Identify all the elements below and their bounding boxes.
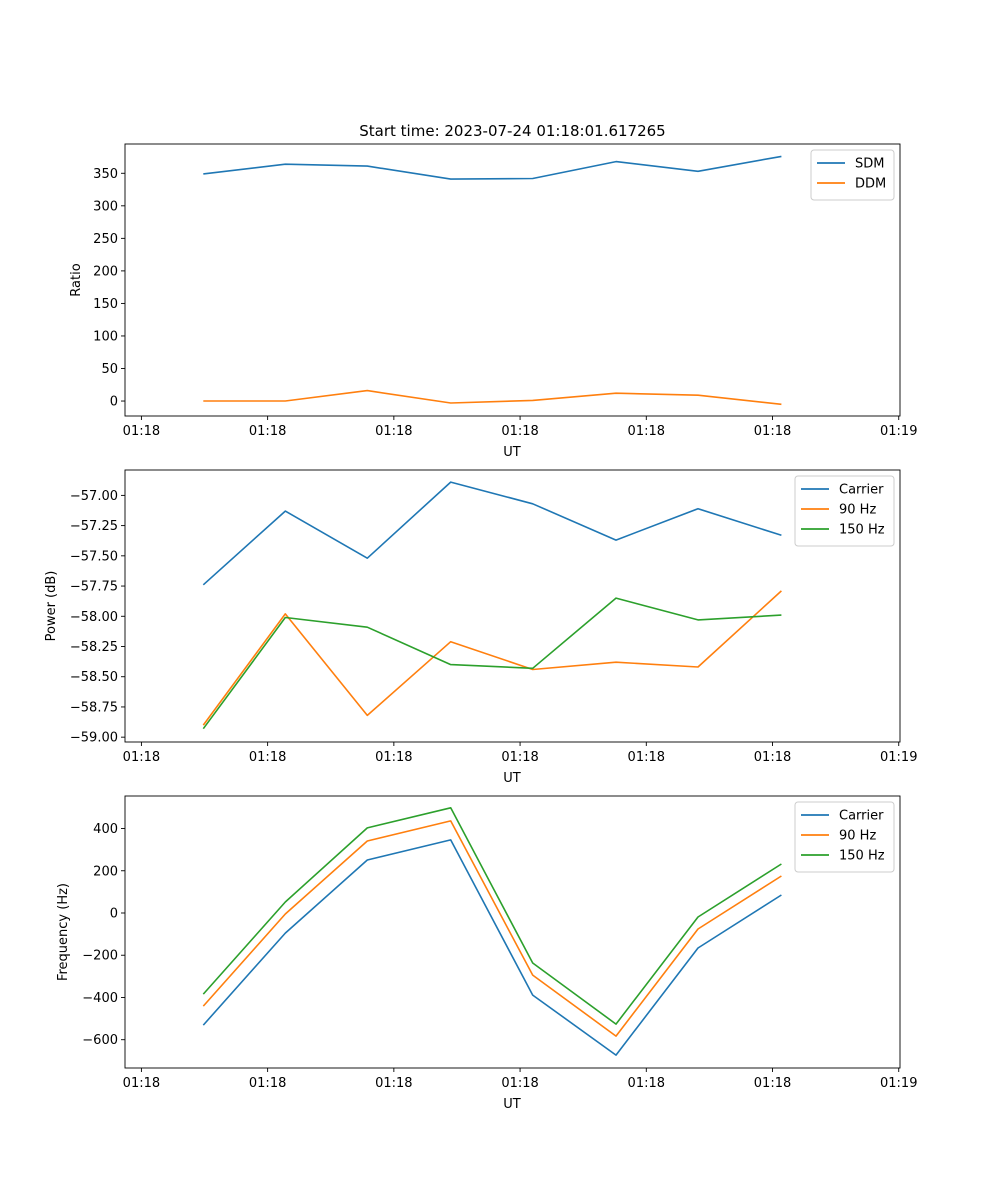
- chart-title: Start time: 2023-07-24 01:18:01.617265: [359, 122, 665, 140]
- y-axis-label: Ratio: [69, 263, 84, 296]
- x-tick-label: 01:18: [375, 750, 412, 765]
- x-tick-label: 01:18: [249, 1076, 286, 1091]
- y-tick-label: −58.00: [70, 610, 118, 625]
- x-tick-label: 01:18: [249, 750, 286, 765]
- x-tick-label: 01:18: [123, 750, 160, 765]
- x-tick-label: 01:19: [880, 750, 917, 765]
- x-axis-label: UT: [503, 771, 521, 786]
- y-tick-label: 150: [93, 297, 118, 312]
- legend-label: 150 Hz: [839, 523, 885, 538]
- subplot-2: 01:18 01:18 01:18 01:18 01:18 01:18 01:19 −59.0…: [44, 469, 917, 786]
- series-line-150-hz: [202, 806, 782, 1025]
- x-tick-label: 01:18: [501, 1076, 538, 1091]
- y-tick-label: 400: [93, 822, 118, 837]
- x-axis-label: UT: [503, 445, 521, 460]
- y-tick-label: 0: [110, 906, 118, 921]
- legend-label: 90 Hz: [839, 829, 876, 844]
- x-tick-label: 01:18: [754, 424, 791, 439]
- y-tick-label: 300: [93, 199, 118, 214]
- y-tick-label: −58.25: [70, 640, 118, 655]
- series-line-ddm: [203, 389, 782, 406]
- legend-label: SDM: [855, 157, 884, 172]
- legend: SDM DDM: [810, 149, 895, 201]
- legend-label: 90 Hz: [839, 503, 876, 518]
- y-tick-label: 0: [110, 395, 118, 410]
- y-axis-label: Power (dB): [44, 571, 59, 642]
- y-tick-label: 250: [93, 232, 118, 247]
- series-line-90-hz: [202, 820, 782, 1037]
- x-tick-label: 01:18: [754, 750, 791, 765]
- y-tick-label: 100: [93, 329, 118, 344]
- series-line-carrier: [202, 481, 782, 586]
- plot-frame: [124, 795, 901, 1069]
- y-tick-label: 350: [93, 167, 118, 182]
- plot-frame: [124, 143, 901, 417]
- x-tick-label: 01:18: [628, 750, 665, 765]
- y-tick-label: −57.00: [70, 489, 118, 504]
- x-tick-label: 01:18: [501, 750, 538, 765]
- plot-frame: [124, 469, 901, 743]
- x-tick-label: 01:18: [375, 1076, 412, 1091]
- series-line-carrier: [202, 839, 782, 1056]
- y-tick-label: −59.00: [70, 731, 118, 746]
- x-tick-label: 01:18: [375, 424, 412, 439]
- x-tick-label: 01:18: [249, 424, 286, 439]
- legend: Carrier 90 Hz 150 Hz: [794, 475, 895, 547]
- x-axis-label: UT: [503, 1097, 521, 1112]
- y-tick-label: −600: [82, 1033, 118, 1048]
- x-tick-label: 01:19: [880, 424, 917, 439]
- legend-label: 150 Hz: [839, 849, 885, 864]
- subplot-3: 01:18 01:18 01:18 01:18 01:18 01:18 01:19 −600 −…: [56, 795, 917, 1112]
- y-tick-label: −58.75: [70, 700, 118, 715]
- y-tick-label: 200: [93, 864, 118, 879]
- y-axis-label: Frequency (Hz): [56, 883, 71, 981]
- y-tick-label: −58.50: [70, 670, 118, 685]
- legend-label: DDM: [855, 177, 886, 192]
- x-tick-label: 01:18: [123, 424, 160, 439]
- x-tick-label: 01:18: [628, 424, 665, 439]
- y-tick-label: −57.25: [70, 519, 118, 534]
- series-line-150-hz: [202, 597, 782, 730]
- x-tick-label: 01:18: [501, 424, 538, 439]
- y-tick-label: 50: [101, 362, 118, 377]
- series-line-90-hz: [202, 590, 782, 726]
- y-tick-label: −400: [82, 991, 118, 1006]
- legend: Carrier 90 Hz 150 Hz: [794, 801, 895, 873]
- series-line-sdm: [203, 155, 782, 180]
- x-tick-label: 01:18: [123, 1076, 160, 1091]
- legend-label: Carrier: [839, 483, 884, 498]
- y-tick-label: −57.50: [70, 549, 118, 564]
- y-tick-label: −200: [82, 949, 118, 964]
- x-tick-label: 01:19: [880, 1076, 917, 1091]
- subplot-1: Start time: 2023-07-24 01:18:01.61726501…: [69, 122, 917, 460]
- legend-label: Carrier: [839, 809, 884, 824]
- y-tick-label: −57.75: [70, 580, 118, 595]
- y-tick-label: 200: [93, 264, 118, 279]
- x-tick-label: 01:18: [628, 1076, 665, 1091]
- x-tick-label: 01:18: [754, 1076, 791, 1091]
